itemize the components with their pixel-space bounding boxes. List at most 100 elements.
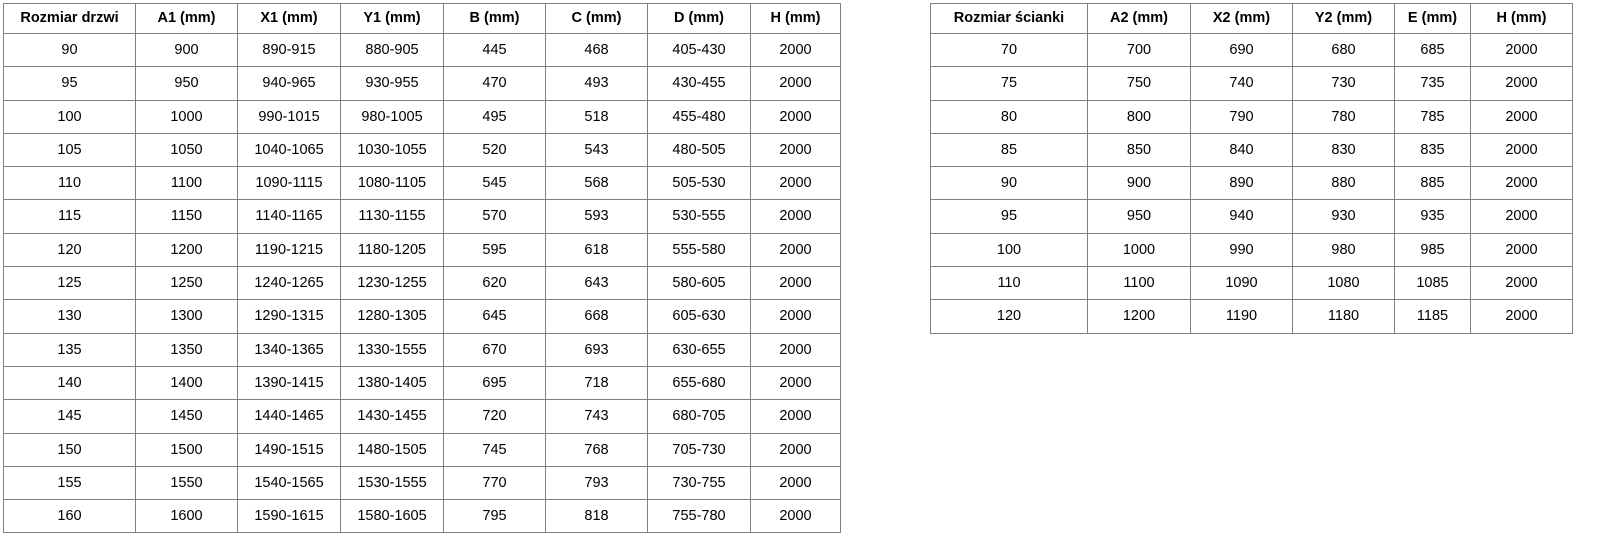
row-size-cell: 100 (930, 232, 1088, 268)
table-cell: 730 (1292, 66, 1395, 101)
table-cell: 1480-1505 (340, 432, 444, 467)
row-size-cell: 75 (930, 66, 1088, 101)
table-cell: 1400 (135, 365, 238, 401)
table-cell: 985 (1394, 232, 1471, 268)
table-cell: 880 (1292, 166, 1395, 201)
table-cell: 595 (443, 232, 546, 268)
row-size-cell: 145 (3, 399, 136, 434)
table-cell: 790 (1190, 99, 1293, 134)
table-cell: 593 (545, 199, 648, 234)
table-cell: 780 (1292, 99, 1395, 134)
table-cell: 1085 (1394, 266, 1471, 301)
table-cell: 1300 (135, 299, 238, 334)
table-cell: 1180 (1292, 299, 1395, 334)
table-cell: 940-965 (237, 66, 341, 101)
row-size-cell: 85 (930, 132, 1088, 168)
table-cell: 850 (1087, 132, 1191, 168)
table-cell: 793 (545, 465, 648, 501)
table-cell: 2000 (750, 132, 841, 168)
table-cell: 1580-1605 (340, 499, 444, 533)
table-cell: 1190 (1190, 299, 1293, 334)
panel-table-head: Rozmiar ścianki A2 (mm) X2 (mm) Y2 (mm) E (m… (930, 3, 1573, 34)
table-row: 135 1350 1340-1365 1330-1555 670 693 630-655 20… (3, 332, 841, 367)
table-cell: 755-780 (647, 499, 751, 533)
table-cell: 900 (135, 32, 238, 68)
table-cell: 745 (443, 432, 546, 467)
table-row: 100 1000 990-1015 980-1005 495 518 455-480 2000 (3, 99, 841, 134)
table-row: 110 1100 1090-1115 1080-1105 545 568 505-530 20… (3, 166, 841, 201)
table-cell: 1380-1405 (340, 365, 444, 401)
table-cell: 705-730 (647, 432, 751, 467)
table-row: 145 1450 1440-1465 1430-1455 720 743 680-705 20… (3, 399, 841, 434)
table-cell: 695 (443, 365, 546, 401)
table-header-row: Rozmiar ścianki A2 (mm) X2 (mm) Y2 (mm) E (m… (930, 3, 1573, 34)
table-cell: 1250 (135, 266, 238, 301)
table-row: 100 1000 990 980 985 2000 (930, 232, 1573, 268)
row-size-cell: 130 (3, 299, 136, 334)
table-cell: 900 (1087, 166, 1191, 201)
column-header: Y1 (mm) (340, 3, 444, 34)
table-cell: 1130-1155 (340, 199, 444, 234)
table-cell: 1190-1215 (237, 232, 341, 268)
column-header: Rozmiar drzwi (3, 3, 136, 34)
table-cell: 543 (545, 132, 648, 168)
table-row: 95 950 940 930 935 2000 (930, 199, 1573, 234)
table-cell: 1350 (135, 332, 238, 367)
column-header: A2 (mm) (1087, 3, 1191, 34)
table-cell: 770 (443, 465, 546, 501)
table-cell: 1450 (135, 399, 238, 434)
row-size-cell: 70 (930, 32, 1088, 68)
table-cell: 545 (443, 166, 546, 201)
table-cell: 2000 (1470, 66, 1573, 101)
row-size-cell: 115 (3, 199, 136, 234)
table-cell: 620 (443, 266, 546, 301)
table-cell: 520 (443, 132, 546, 168)
table-cell: 2000 (1470, 199, 1573, 234)
table-row: 125 1250 1240-1265 1230-1255 620 643 580-605 20… (3, 266, 841, 301)
row-size-cell: 105 (3, 132, 136, 168)
table-cell: 1185 (1394, 299, 1471, 334)
table-cell: 2000 (750, 266, 841, 301)
table-cell: 505-530 (647, 166, 751, 201)
table-cell: 555-580 (647, 232, 751, 268)
table-cell: 630-655 (647, 332, 751, 367)
table-cell: 670 (443, 332, 546, 367)
row-size-cell: 135 (3, 332, 136, 367)
table-cell: 880-905 (340, 32, 444, 68)
table-cell: 1290-1315 (237, 299, 341, 334)
table-cell: 495 (443, 99, 546, 134)
table-cell: 795 (443, 499, 546, 533)
table-cell: 1500 (135, 432, 238, 467)
table-cell: 980 (1292, 232, 1395, 268)
table-cell: 1200 (135, 232, 238, 268)
table-cell: 1330-1555 (340, 332, 444, 367)
table-cell: 2000 (750, 66, 841, 101)
table-cell: 430-455 (647, 66, 751, 101)
table-cell: 2000 (750, 166, 841, 201)
table-cell: 950 (135, 66, 238, 101)
table-cell: 2000 (750, 232, 841, 268)
table-cell: 1050 (135, 132, 238, 168)
table-cell: 2000 (750, 499, 841, 533)
table-cell: 693 (545, 332, 648, 367)
row-size-cell: 100 (3, 99, 136, 134)
table-row: 115 1150 1140-1165 1130-1155 570 593 530-555 20… (3, 199, 841, 234)
table-cell: 743 (545, 399, 648, 434)
row-size-cell: 95 (3, 66, 136, 101)
table-cell: 680-705 (647, 399, 751, 434)
panel-dimensions-table: Rozmiar ścianki A2 (mm) X2 (mm) Y2 (mm) E (m… (930, 3, 1573, 334)
table-cell: 2000 (1470, 166, 1573, 201)
table-cell: 643 (545, 266, 648, 301)
row-size-cell: 120 (930, 299, 1088, 334)
table-cell: 1080 (1292, 266, 1395, 301)
table-row: 130 1300 1290-1315 1280-1305 645 668 605-630 20… (3, 299, 841, 334)
table-cell: 580-605 (647, 266, 751, 301)
spec-tables-page: Rozmiar drzwi A1 (mm) X1 (mm) Y1 (mm) B (mm)… (3, 3, 1573, 533)
table-cell: 818 (545, 499, 648, 533)
table-cell: 680 (1292, 32, 1395, 68)
table-cell: 1030-1055 (340, 132, 444, 168)
table-cell: 405-430 (647, 32, 751, 68)
table-cell: 885 (1394, 166, 1471, 201)
table-row: 90 900 890-915 880-905 445 468 405-430 2000 (3, 32, 841, 68)
column-header: H (mm) (750, 3, 841, 34)
